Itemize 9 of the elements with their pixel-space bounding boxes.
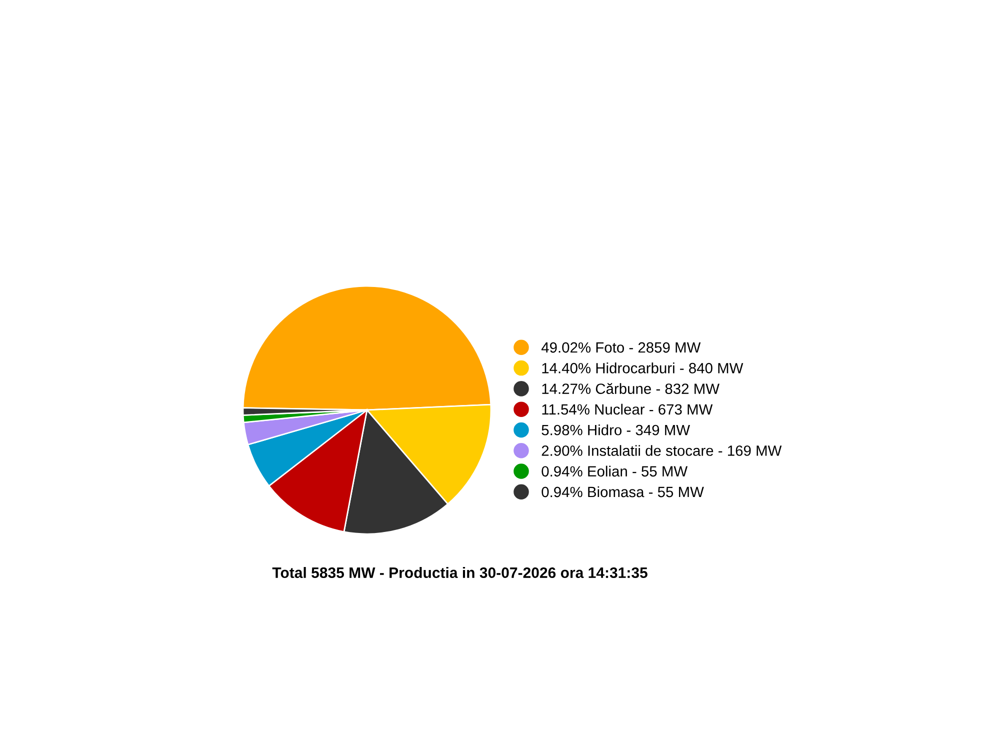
legend-label: 14.40% Hidrocarburi - 840 MW bbox=[542, 362, 744, 374]
legend-label: 5.98% Hidro - 349 MW bbox=[542, 424, 690, 436]
legend-label: 0.94% Biomasa - 55 MW bbox=[542, 486, 704, 498]
legend-label: 14.27% Cărbune - 832 MW bbox=[542, 382, 720, 394]
text: Total 5835 MW - Productia in 30-07-2026 ora 14:31:35 bbox=[272, 567, 648, 578]
legend-label: 0.94% Eolian - 55 MW bbox=[542, 466, 688, 477]
legend-label: 2.90% Instalatii de stocare - 169 MW bbox=[542, 445, 782, 456]
legend-label: 49.02% Foto - 2859 MW bbox=[541, 342, 701, 353]
legend-label: 11.54% Nuclear - 673 MW bbox=[542, 404, 713, 415]
